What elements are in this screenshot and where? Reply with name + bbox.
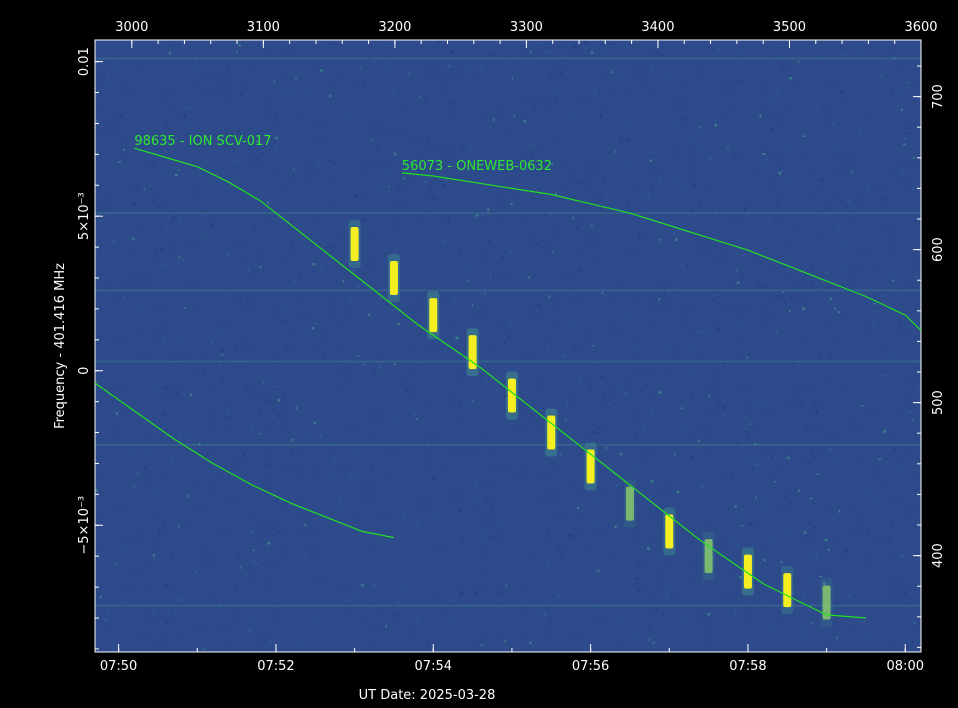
plot-frame [94,39,922,653]
tick-label: 07:50 [100,659,137,674]
tick-label: 5×10⁻³ [77,192,92,240]
signal-burst [702,532,715,581]
tick-label: 500 [931,390,946,415]
tick-label: 07:56 [572,659,609,674]
trace-label: 98635 - ION SCV-017 [134,134,271,149]
tick-label: 08:00 [887,659,924,674]
doppler-traces [95,147,921,619]
signal-burst [545,408,558,457]
axis-ticks [95,40,922,652]
tick-label: 07:52 [257,659,294,674]
signal-burst [584,442,597,491]
signal-burst [387,254,400,302]
signal-burst [820,578,833,627]
tick-label: 3300 [510,20,543,35]
signal-burst [466,328,479,377]
signal-burst [505,371,518,420]
x-axis-title: UT Date: 2025-03-28 [359,688,496,703]
doppler-trace [134,147,866,619]
tick-label: −5×10⁻³ [77,496,92,555]
tick-label: 0.01 [77,47,92,76]
tick-label: 3400 [641,20,674,35]
signal-burst [663,507,676,556]
tick-label: 3200 [378,20,411,35]
tick-label: 3000 [115,20,148,35]
tick-label: 07:58 [729,659,766,674]
tick-label: 600 [931,237,946,262]
plot-background [95,40,921,652]
tick-label: 3100 [247,20,280,35]
interference-streaks [95,57,921,607]
plot-area [94,39,922,653]
tick-label: 07:54 [415,659,452,674]
tick-label: 0 [77,367,92,375]
tick-label: 400 [931,543,946,568]
tick-label: 700 [931,84,946,109]
signal-burst [427,291,440,340]
doppler-trace [401,172,921,331]
signal-burst [348,220,361,268]
signal-burst [781,566,794,615]
trace-labels: 98635 - ION SCV-017 56073 - ONEWEB-0632 [134,134,552,174]
y-axis-title: Frequency - 401.416 MHz [53,263,68,429]
signal-burst [741,547,754,596]
noise-texture [95,40,921,651]
tick-label: 3600 [904,20,937,35]
signal-burst [623,479,636,528]
tick-label: 3500 [773,20,806,35]
trace-label: 56073 - ONEWEB-0632 [402,159,552,174]
doppler-trace [95,382,395,539]
tick-labels: 07:50 07:52 07:54 07:56 07:58 08:00 3000 3100 32… [77,20,946,674]
